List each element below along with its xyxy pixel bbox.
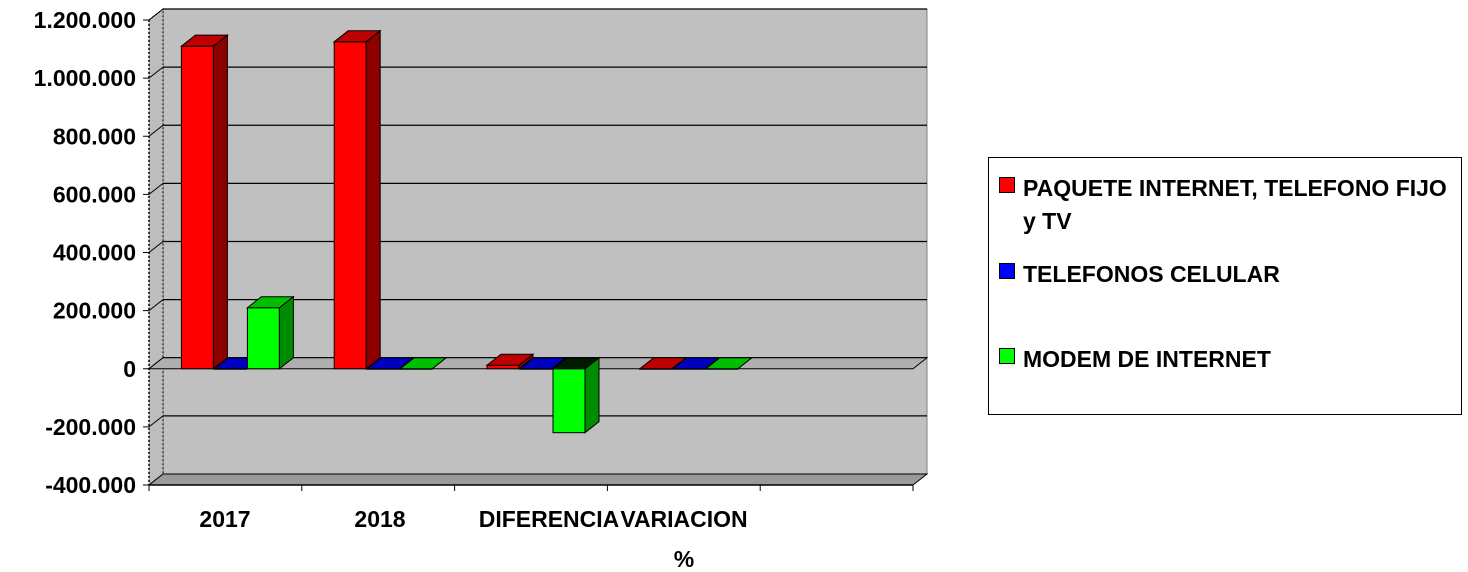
legend-swatch-blue — [999, 263, 1015, 279]
bar-side — [212, 34, 228, 370]
legend-item-modem: MODEM DE INTERNET — [999, 343, 1453, 376]
legend-label: PAQUETE INTERNET, TELEFONO FIJO y TV — [1023, 175, 1447, 234]
y-tick-label: 1.000.000 — [34, 65, 136, 91]
bar-side — [278, 295, 294, 370]
bar-top — [332, 30, 382, 43]
x-tick-label: 2017 — [199, 506, 250, 532]
gridline-side — [148, 124, 164, 137]
bar-side — [584, 356, 600, 434]
bar — [485, 353, 535, 370]
bar-front — [486, 364, 520, 370]
y-axis: -400.000 -200.000 0 200.000 400.000 600.000 80… — [34, 7, 150, 498]
y-tick-label: 800.000 — [53, 123, 136, 149]
bar-top — [551, 357, 601, 370]
y-tick-label: 400.000 — [53, 240, 136, 266]
y-tick-label: -200.000 — [45, 414, 136, 440]
bar — [551, 356, 601, 434]
bar-top — [179, 34, 229, 47]
x-tick-label-line: % — [674, 546, 694, 572]
bar — [245, 295, 295, 370]
bar-front — [246, 307, 280, 370]
gridline-side — [148, 182, 164, 195]
bar — [671, 357, 721, 370]
gridline-side — [148, 8, 164, 21]
bar-top — [485, 353, 535, 366]
legend-swatch-green — [999, 348, 1015, 364]
bar-side — [365, 29, 381, 370]
x-tick-label-line: VARIACION — [620, 506, 747, 532]
y-tick-label: 200.000 — [53, 298, 136, 324]
bar — [332, 29, 382, 370]
x-axis: 2017 2018 DIFERENCIA VARIACION% — [148, 484, 914, 572]
legend-label: MODEM DE INTERNET — [1023, 346, 1271, 372]
bar — [704, 357, 754, 370]
gridline-side — [148, 66, 164, 79]
bar-top — [671, 357, 721, 370]
bar-front — [180, 45, 214, 370]
y-tick-label: 0 — [123, 356, 136, 382]
bar-top — [365, 357, 415, 370]
bar-top — [245, 296, 295, 309]
legend-label: TELEFONOS CELULAR — [1023, 261, 1280, 287]
y-tick-label: 1.200.000 — [34, 7, 136, 33]
legend-swatch-red — [999, 177, 1015, 193]
bar-top — [398, 357, 448, 370]
x-tick-label: 2018 — [354, 506, 405, 532]
chart-legend: PAQUETE INTERNET, TELEFONO FIJO y TV TEL… — [988, 157, 1462, 415]
bar — [398, 357, 448, 370]
bar-front — [552, 368, 586, 434]
y-tick-label: 600.000 — [53, 181, 136, 207]
bar-top — [638, 357, 688, 370]
bar-front — [333, 41, 367, 370]
x-tick-label: VARIACION% — [620, 506, 747, 572]
bar-top — [518, 357, 568, 370]
bar — [179, 34, 229, 370]
bar — [638, 357, 688, 370]
gridline-side — [148, 299, 164, 312]
legend-item-paquete: PAQUETE INTERNET, TELEFONO FIJO y TV — [999, 172, 1453, 238]
legend-item-telefonos: TELEFONOS CELULAR — [999, 258, 1453, 291]
plot-area — [147, 7, 929, 487]
gridline-side — [148, 415, 164, 428]
y-tick-label: -400.000 — [45, 472, 136, 498]
bars — [179, 29, 754, 434]
x-tick-label: DIFERENCIA — [479, 506, 620, 532]
floor — [147, 473, 929, 486]
gridline-side — [148, 241, 164, 253]
bar-top — [704, 357, 754, 370]
bar — [365, 357, 415, 370]
